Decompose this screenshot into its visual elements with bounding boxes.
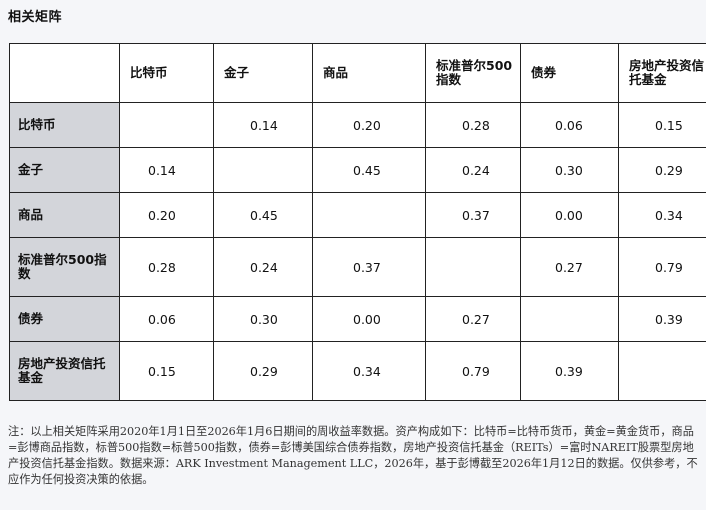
correlation-cell: 0.27	[520, 237, 619, 297]
header-row: 比特币 金子 商品 标准普尔500指数 债券 房地产投资信托基金	[9, 43, 706, 103]
correlation-cell: 0.39	[520, 341, 619, 401]
column-header: 房地产投资信托基金	[618, 43, 706, 103]
correlation-cell: 0.45	[312, 147, 426, 193]
correlation-cell: 0.00	[520, 192, 619, 238]
correlation-matrix: 比特币 金子 商品 标准普尔500指数 债券 房地产投资信托基金 比特币 0.14…	[9, 43, 706, 401]
correlation-cell: 0.06	[119, 296, 214, 342]
correlation-cell: 0.28	[119, 237, 214, 297]
correlation-cell: 0.20	[312, 102, 426, 148]
table-row: 比特币 0.14 0.20 0.28 0.06 0.15	[9, 102, 706, 148]
row-header: 比特币	[9, 102, 120, 148]
correlation-cell: 0.39	[618, 296, 706, 342]
column-header: 比特币	[119, 43, 214, 103]
table-row: 商品 0.20 0.45 0.37 0.00 0.34	[9, 192, 706, 238]
correlation-cell	[312, 192, 426, 238]
correlation-cell: 0.06	[520, 102, 619, 148]
correlation-cell: 0.30	[520, 147, 619, 193]
correlation-cell: 0.15	[618, 102, 706, 148]
row-header: 债券	[9, 296, 120, 342]
row-header: 商品	[9, 192, 120, 238]
table-row: 标准普尔500指数 0.28 0.24 0.37 0.27 0.79	[9, 237, 706, 297]
correlation-cell: 0.24	[213, 237, 313, 297]
correlation-cell: 0.37	[425, 192, 521, 238]
row-header: 标准普尔500指数	[9, 237, 120, 297]
correlation-cell: 0.29	[618, 147, 706, 193]
table-row: 债券 0.06 0.30 0.00 0.27 0.39	[9, 296, 706, 342]
correlation-cell	[618, 341, 706, 401]
table-row: 房地产投资信托基金 0.15 0.29 0.34 0.79 0.39	[9, 341, 706, 401]
correlation-cell: 0.45	[213, 192, 313, 238]
correlation-cell: 0.34	[618, 192, 706, 238]
correlation-cell: 0.00	[312, 296, 426, 342]
correlation-cell: 0.30	[213, 296, 313, 342]
correlation-cell: 0.79	[425, 341, 521, 401]
row-header: 房地产投资信托基金	[9, 341, 120, 401]
column-header: 金子	[213, 43, 313, 103]
correlation-cell: 0.15	[119, 341, 214, 401]
correlation-cell	[119, 102, 214, 148]
column-header: 债券	[520, 43, 619, 103]
correlation-cell: 0.29	[213, 341, 313, 401]
correlation-cell: 0.34	[312, 341, 426, 401]
footnote: 注：以上相关矩阵采用2020年1月1日至2026年1月6日期间的周收益率数据。资…	[8, 425, 698, 486]
table-row: 金子 0.14 0.45 0.24 0.30 0.29	[9, 147, 706, 193]
column-header: 标准普尔500指数	[425, 43, 521, 103]
row-header: 金子	[9, 147, 120, 193]
correlation-cell: 0.79	[618, 237, 706, 297]
correlation-cell: 0.24	[425, 147, 521, 193]
correlation-cell	[520, 296, 619, 342]
corner-cell	[9, 43, 120, 103]
chart-title: 相关矩阵	[8, 10, 63, 25]
correlation-cell: 0.28	[425, 102, 521, 148]
correlation-cell: 0.14	[213, 102, 313, 148]
correlation-cell	[425, 237, 521, 297]
correlation-cell	[213, 147, 313, 193]
correlation-cell: 0.14	[119, 147, 214, 193]
column-header: 商品	[312, 43, 426, 103]
correlation-cell: 0.37	[312, 237, 426, 297]
correlation-cell: 0.27	[425, 296, 521, 342]
correlation-cell: 0.20	[119, 192, 214, 238]
